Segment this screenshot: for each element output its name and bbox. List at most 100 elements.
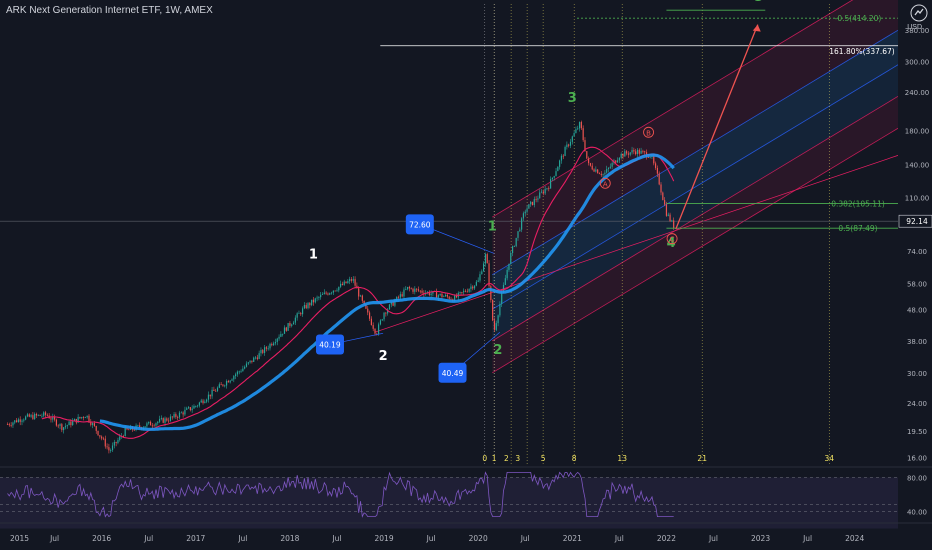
candle-body (374, 328, 376, 334)
candle-body (530, 201, 532, 205)
settings-icon[interactable] (910, 4, 928, 22)
candle-body (493, 320, 496, 330)
candle-body (466, 291, 468, 293)
candle-body (81, 417, 83, 419)
candle-body (263, 347, 266, 353)
candle-body (551, 177, 553, 180)
candle-body (338, 286, 340, 291)
candle-body (238, 371, 240, 373)
candle-body (372, 325, 374, 329)
candle-body (231, 379, 233, 381)
candle-body (166, 418, 168, 421)
candle-body (580, 122, 582, 129)
candle-body (256, 357, 258, 359)
candle-body (187, 407, 190, 409)
candle-body (148, 421, 150, 424)
candle-body (368, 312, 371, 319)
symbol-title[interactable]: ARK Next Generation Internet ETF, 1W, AM… (6, 5, 213, 16)
wave-label: 2 (493, 343, 502, 358)
candle-body (245, 363, 248, 367)
candle-body (158, 418, 161, 422)
candle-body (73, 418, 76, 421)
candle-body (209, 394, 211, 397)
candle-body (566, 144, 568, 147)
candle-body (82, 417, 85, 418)
candle-body (84, 417, 86, 419)
candle-body (32, 415, 34, 420)
time-tick-label: 2022 (657, 534, 676, 543)
candle-body (77, 416, 79, 423)
candle-body (593, 169, 595, 172)
candle-body (448, 296, 450, 299)
time-tick-label: Jul (614, 534, 624, 543)
candle-body (502, 284, 505, 293)
candle-body (102, 438, 105, 440)
price-tick-label: 48.00 (907, 306, 927, 314)
candle-body (146, 423, 148, 427)
candle-body (235, 374, 237, 377)
candle-body (287, 323, 289, 331)
candle-body (301, 308, 304, 315)
pitchfork-line (492, 29, 899, 276)
candle-body (575, 129, 577, 134)
candle-body (101, 436, 103, 439)
candle-body (323, 292, 325, 295)
candle-body (636, 149, 639, 155)
candle-body (669, 214, 671, 222)
candle-body (276, 338, 278, 342)
candle-body (378, 324, 380, 334)
candle-body (414, 288, 416, 292)
fib-time-number: 3 (515, 454, 520, 463)
candle-body (309, 303, 311, 306)
candle-body (428, 291, 430, 296)
candle-body (412, 288, 414, 292)
candle-body (327, 293, 329, 295)
pitchfork-line (492, 127, 899, 374)
candle-body (406, 286, 409, 290)
candle-body (633, 150, 635, 152)
fib-time-number: 21 (697, 454, 707, 463)
candle-body (555, 171, 557, 176)
candle-body (236, 371, 239, 375)
candle-body (508, 263, 510, 270)
candle-body (17, 419, 19, 423)
candle-body (597, 169, 599, 174)
candle-body (557, 166, 559, 172)
wave5-projection-line (675, 24, 759, 230)
candle-body (207, 394, 210, 400)
extension-label: 161.80%(337.67) (829, 47, 895, 56)
candle-body (225, 381, 228, 386)
candle-body (68, 421, 70, 426)
candle-body (292, 322, 295, 325)
candle-body (66, 425, 68, 427)
candle-body (624, 151, 626, 157)
price-tick-label: 58.00 (907, 281, 927, 289)
price-tick-label: 300.00 (905, 59, 930, 67)
time-tick-label: 2019 (375, 534, 394, 543)
pitchfork-band (492, 96, 898, 373)
candle-body (638, 149, 640, 154)
candle-body (629, 152, 631, 155)
candle-body (294, 317, 296, 323)
candle-body (379, 320, 382, 325)
candle-body (92, 423, 94, 425)
candle-body (477, 280, 479, 282)
abc-circle (643, 126, 655, 138)
candle-body (522, 213, 525, 219)
candle-body (171, 416, 173, 418)
time-tick-label: 2017 (186, 534, 205, 543)
candle-body (99, 435, 101, 437)
candle-body (416, 288, 418, 290)
price-tick-label: 140.00 (905, 162, 930, 170)
candle-body (492, 299, 494, 321)
candle-body (169, 416, 172, 421)
candle-body (439, 293, 441, 296)
candle-body (153, 425, 155, 427)
candle-body (6, 424, 9, 426)
candle-body (591, 165, 593, 170)
candle-body (405, 289, 407, 291)
candle-body (354, 279, 356, 286)
candle-body (63, 427, 65, 431)
